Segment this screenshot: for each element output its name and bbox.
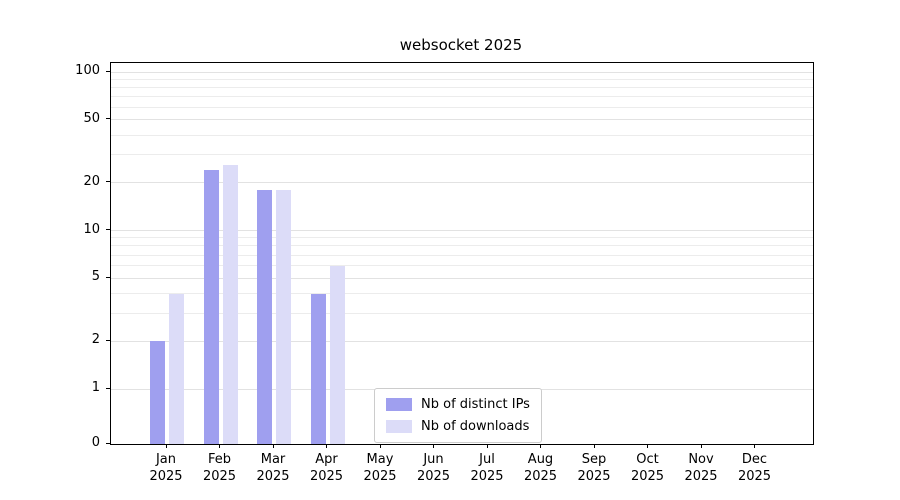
y-tick-label: 20 (83, 173, 100, 189)
x-tick-mark (593, 444, 595, 448)
x-tick-label-sep: Sep 2025 (577, 452, 611, 484)
y-tick-mark (106, 442, 110, 444)
y-tick-mark (106, 276, 110, 278)
gridline (111, 245, 813, 247)
x-tick-label-mar: Mar 2025 (256, 452, 290, 484)
x-tick-label-jan: Jan 2025 (149, 452, 183, 484)
x-tick-mark (165, 444, 167, 448)
legend-swatch-downloads (386, 420, 412, 433)
bar-mar-downloads (276, 190, 291, 444)
legend-label-downloads: Nb of downloads (421, 419, 530, 434)
x-tick-label-may: May 2025 (363, 452, 397, 484)
gridline (111, 312, 813, 314)
gridline (111, 237, 813, 239)
y-tick-label: 1 (91, 380, 100, 395)
x-tick-label-nov: Nov 2025 (684, 452, 718, 484)
x-tick-label-aug: Aug 2025 (523, 452, 558, 484)
gridline (111, 277, 813, 279)
x-tick-label-jul: Jul 2025 (470, 452, 504, 484)
y-tick-mark (106, 229, 110, 230)
y-tick-label: 10 (83, 221, 100, 237)
gridline (111, 182, 813, 184)
y-tick-label: 0 (91, 435, 100, 450)
x-tick-mark (540, 444, 541, 448)
y-tick-label: 2 (91, 332, 100, 348)
x-tick-mark (647, 444, 648, 448)
y-tick-mark (106, 70, 110, 72)
bar-apr-distinct-ips (310, 293, 326, 444)
bar-feb-distinct-ips (203, 170, 219, 444)
x-tick-mark (272, 444, 274, 448)
x-tick-label-feb: Feb 2025 (202, 452, 237, 484)
x-tick-mark (219, 444, 220, 448)
y-tick-label: 5 (91, 269, 100, 285)
legend-swatch-distinct-ips (386, 398, 412, 411)
x-tick-mark (433, 444, 434, 448)
x-tick-mark (754, 444, 755, 448)
gridline (111, 134, 813, 136)
y-tick-mark (106, 118, 110, 120)
bar-jan-distinct-ips (150, 341, 165, 444)
gridline (111, 230, 813, 231)
gridline (111, 106, 813, 108)
x-tick-mark (486, 444, 488, 448)
legend-item-downloads: Nb of downloads (386, 419, 530, 434)
gridline (111, 71, 813, 73)
y-tick-label: 50 (83, 110, 100, 126)
gridline (111, 154, 813, 156)
y-tick-mark (106, 387, 110, 389)
bar-mar-distinct-ips (257, 190, 272, 444)
y-tick-mark (106, 339, 110, 341)
gridline (111, 96, 813, 98)
x-tick-label-dec: Dec 2025 (737, 452, 772, 484)
gridline (111, 86, 813, 88)
legend-label-distinct-ips: Nb of distinct IPs (421, 397, 530, 412)
gridline (111, 119, 813, 121)
gridline (111, 78, 813, 80)
bar-apr-downloads (329, 265, 345, 444)
x-tick-label-apr: Apr 2025 (309, 452, 344, 484)
bar-jan-downloads (169, 293, 184, 444)
y-tick-label: 100 (75, 63, 100, 78)
gridline (111, 340, 813, 342)
gridline (111, 265, 813, 267)
x-tick-mark (379, 444, 381, 448)
x-tick-label-jun: Jun 2025 (416, 452, 451, 484)
x-tick-label-oct: Oct 2025 (630, 452, 665, 484)
legend: Nb of distinct IPs Nb of downloads (374, 388, 542, 443)
gridline (111, 293, 813, 295)
bar-feb-downloads (222, 164, 238, 444)
x-tick-mark (700, 444, 702, 448)
plot-area (110, 62, 814, 445)
chart-title: websocket 2025 (399, 36, 523, 54)
y-tick-mark (106, 181, 110, 183)
gridline (111, 254, 813, 256)
x-tick-mark (326, 444, 327, 448)
legend-item-distinct-ips: Nb of distinct IPs (386, 397, 530, 412)
